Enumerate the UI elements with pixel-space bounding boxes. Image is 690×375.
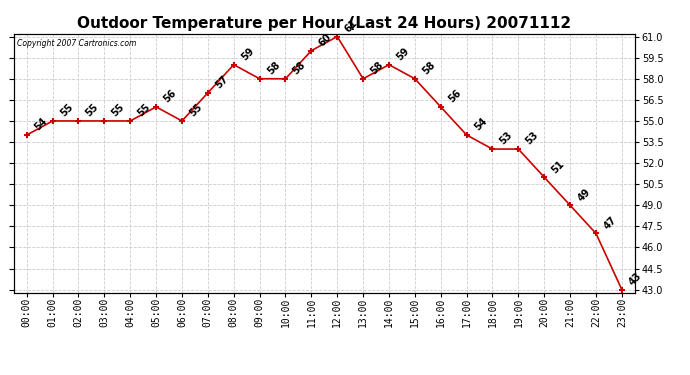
Text: 58: 58 [368,60,386,76]
Text: 49: 49 [575,186,592,203]
Text: 53: 53 [524,130,540,147]
Text: 60: 60 [317,32,333,48]
Text: 58: 58 [291,60,308,76]
Text: 55: 55 [188,102,204,119]
Text: 59: 59 [239,46,256,63]
Text: 56: 56 [161,88,178,105]
Text: 54: 54 [32,116,49,133]
Text: 56: 56 [446,88,463,105]
Text: 47: 47 [602,214,618,231]
Text: 54: 54 [472,116,489,133]
Text: 55: 55 [84,102,101,119]
Text: Copyright 2007 Cartronics.com: Copyright 2007 Cartronics.com [17,39,137,48]
Text: 53: 53 [498,130,515,147]
Text: 55: 55 [58,102,75,119]
Text: 55: 55 [110,102,126,119]
Text: 61: 61 [343,18,359,34]
Text: 51: 51 [550,158,566,175]
Text: 59: 59 [395,46,411,63]
Text: 58: 58 [420,60,437,76]
Title: Outdoor Temperature per Hour (Last 24 Hours) 20071112: Outdoor Temperature per Hour (Last 24 Ho… [77,16,571,31]
Text: 58: 58 [265,60,282,76]
Text: 55: 55 [136,102,152,119]
Text: 57: 57 [213,74,230,91]
Text: 43: 43 [627,271,644,288]
